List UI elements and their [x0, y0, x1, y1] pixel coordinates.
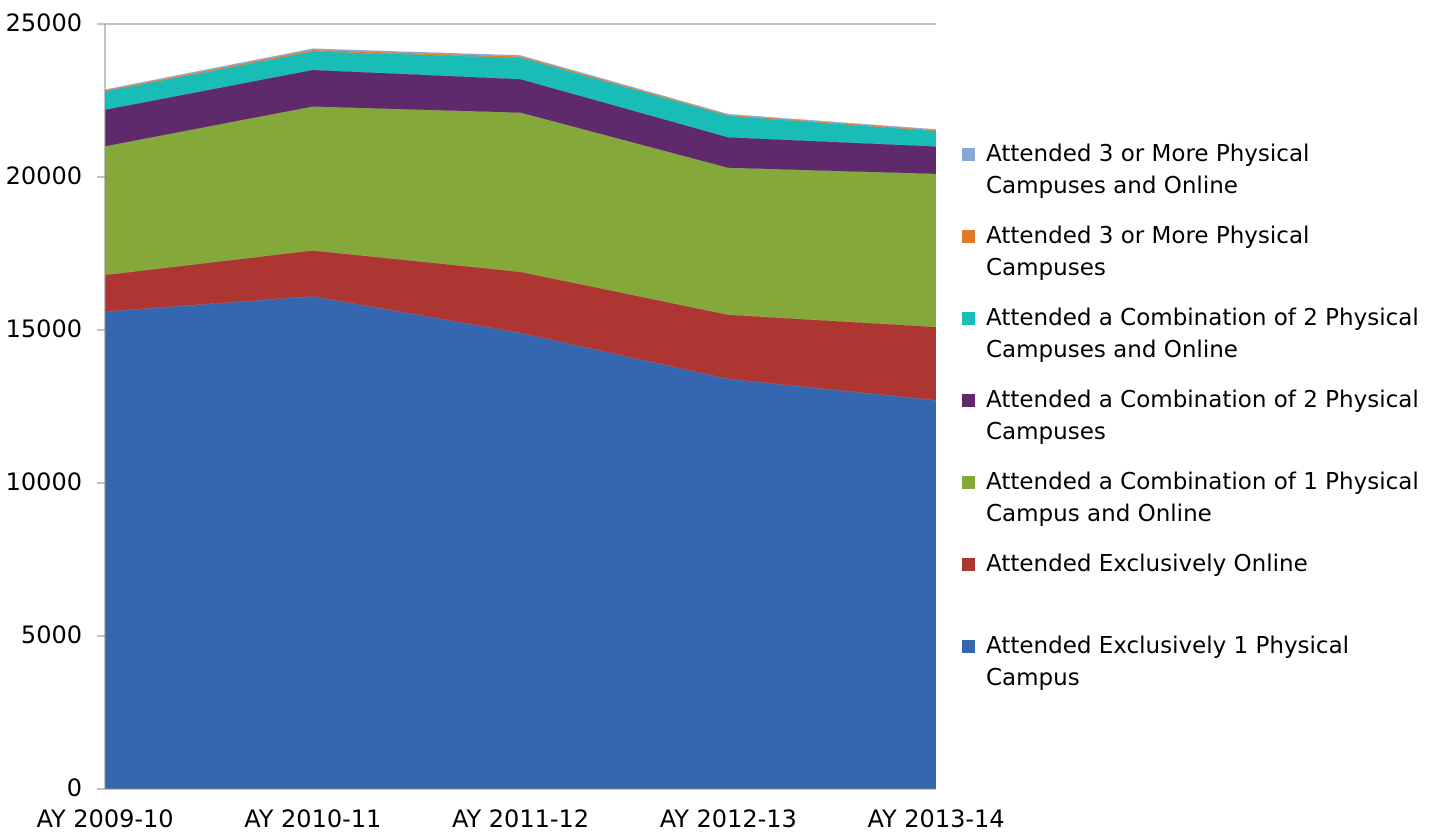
legend-item: Attended 3 or More Physical Campuses	[962, 220, 1432, 284]
y-tick-label: 10000	[6, 468, 82, 496]
x-tick-label: AY 2009-10	[36, 805, 173, 833]
x-tick-label: AY 2010-11	[244, 805, 381, 833]
legend-item: Attended Exclusively Online	[962, 548, 1432, 580]
y-tick-label: 20000	[6, 162, 82, 190]
legend-swatch	[962, 558, 975, 571]
area	[105, 250, 936, 401]
y-tick-label: 25000	[6, 9, 82, 37]
area	[105, 69, 936, 174]
legend-swatch	[962, 312, 975, 325]
legend-item: Attended a Combination of 1 Physical Cam…	[962, 466, 1432, 530]
legend-swatch	[962, 476, 975, 489]
legend-item: Attended a Combination of 2 Physical Cam…	[962, 384, 1432, 448]
legend-label: Attended a Combination of 2 Physical Cam…	[986, 305, 1419, 363]
x-tick-label: AY 2011-12	[452, 805, 589, 833]
legend-label: Attended Exclusively Online	[986, 551, 1308, 577]
legend-swatch	[962, 148, 975, 161]
legend-item: Attended a Combination of 2 Physical Cam…	[962, 302, 1432, 366]
legend-label: Attended a Combination of 1 Physical Cam…	[986, 469, 1419, 527]
x-tick-label: AY 2013-14	[867, 805, 1004, 833]
area	[105, 106, 936, 327]
legend-swatch	[962, 230, 975, 243]
y-tick-label: 5000	[21, 621, 82, 649]
legend-swatch	[962, 394, 975, 407]
y-tick-label: 15000	[6, 315, 82, 343]
legend-label: Attended 3 or More Physical Campuses	[986, 223, 1310, 281]
legend-label: Attended a Combination of 2 Physical Cam…	[986, 387, 1419, 445]
legend-swatch	[962, 640, 975, 653]
area	[105, 51, 936, 147]
y-tick-label: 0	[67, 774, 82, 802]
legend-item: Attended 3 or More Physical Campuses and…	[962, 138, 1432, 202]
legend-item: Attended Exclusively 1 Physical Campus	[962, 630, 1432, 694]
legend-label: Attended 3 or More Physical Campuses and…	[986, 141, 1310, 199]
area	[105, 296, 936, 789]
legend-label: Attended Exclusively 1 Physical Campus	[986, 633, 1350, 691]
x-tick-label: AY 2012-13	[660, 805, 797, 833]
